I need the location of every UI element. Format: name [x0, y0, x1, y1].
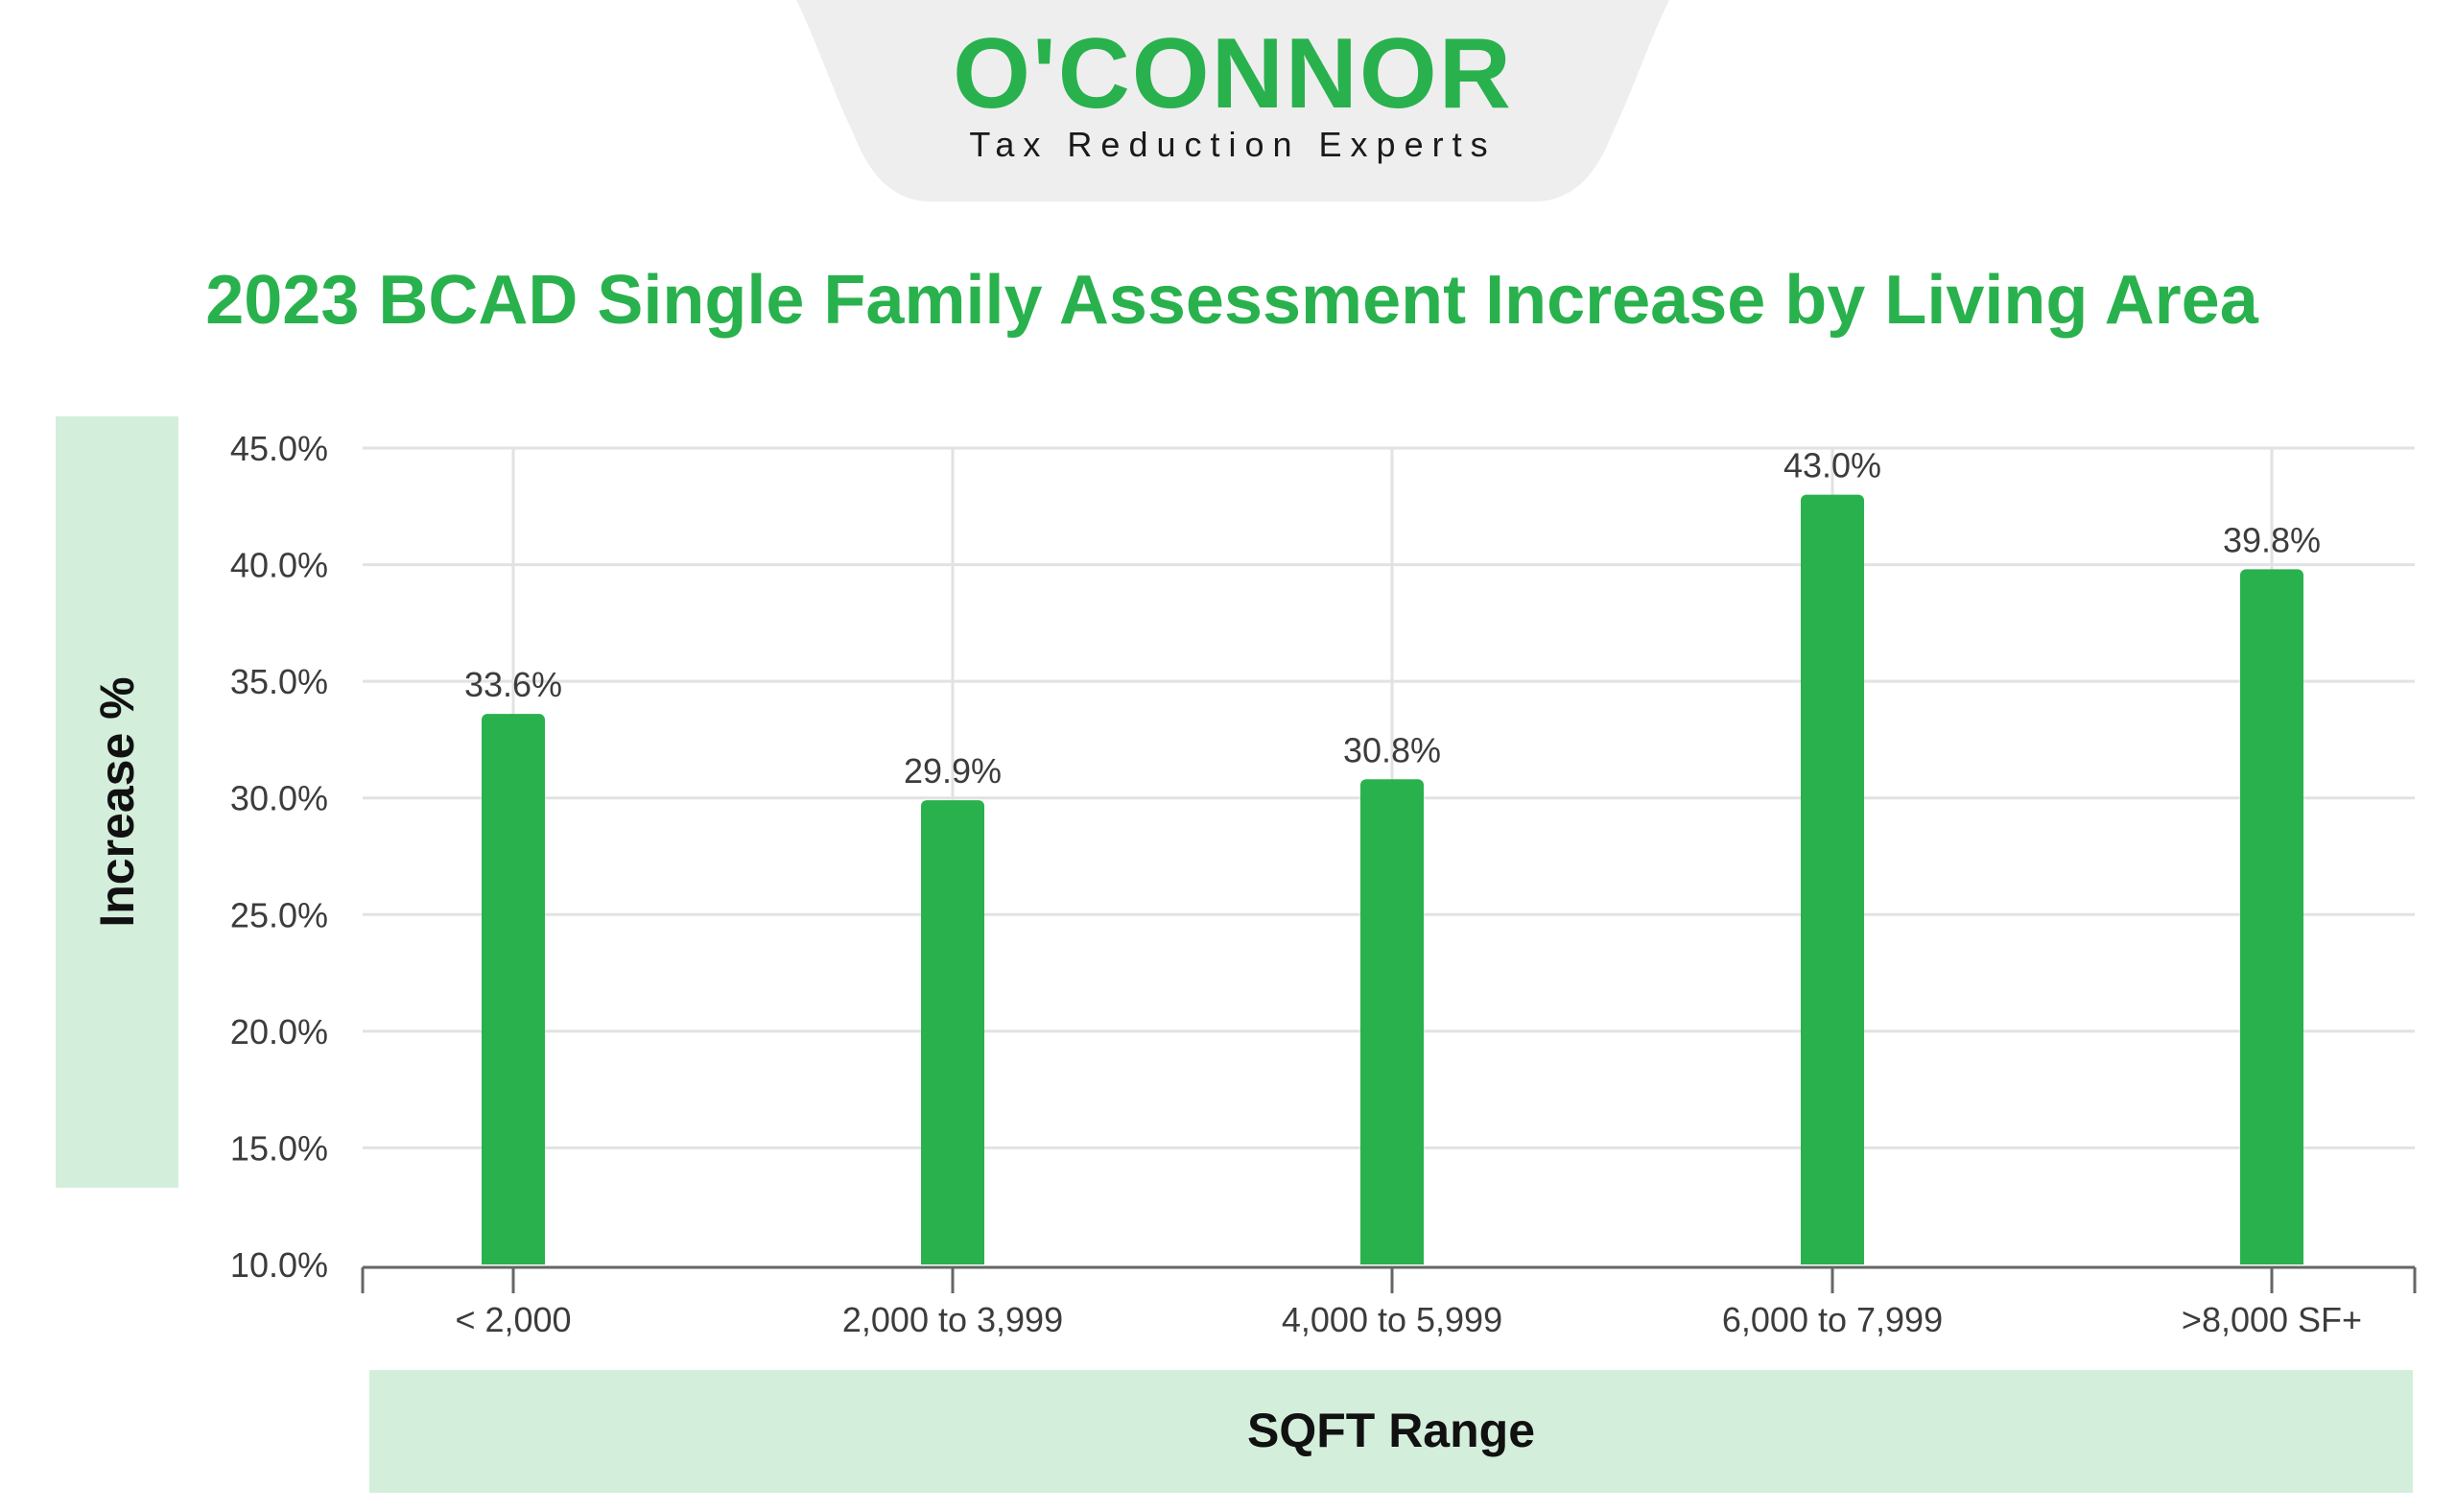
- y-axis-title: Increase %: [90, 676, 144, 927]
- bar: [2240, 569, 2303, 1264]
- x-axis-title: SQFT Range: [1247, 1404, 1535, 1457]
- bar-base: [1360, 1255, 1424, 1264]
- data-label: 33.6%: [464, 665, 562, 704]
- data-label: 43.0%: [1783, 446, 1881, 485]
- bar: [921, 800, 984, 1264]
- data-label: 39.8%: [2223, 520, 2321, 559]
- y-tick-label: 45.0%: [230, 429, 328, 468]
- x-tick-label: 6,000 to 7,999: [1722, 1300, 1943, 1339]
- y-tick-label: 15.0%: [230, 1128, 328, 1168]
- y-tick-label: 10.0%: [230, 1245, 328, 1285]
- data-label: 30.8%: [1343, 730, 1441, 769]
- y-tick-label: 20.0%: [230, 1012, 328, 1051]
- bar-base: [921, 1255, 984, 1264]
- y-tick-label: 35.0%: [230, 662, 328, 701]
- bars: [482, 494, 2303, 1264]
- bar: [1801, 494, 1864, 1264]
- bar-base: [482, 1255, 545, 1264]
- chart-title: 2023 BCAD Single Family Assessment Incre…: [205, 262, 2258, 339]
- logo: O'CONNOR Tax Reduction Experts: [796, 0, 1669, 201]
- bar-base: [1801, 1255, 1864, 1264]
- x-tick-label: 2,000 to 3,999: [842, 1300, 1063, 1339]
- data-labels: 33.6% 29.9% 30.8% 43.0% 39.8%: [464, 446, 2321, 791]
- logo-background: [796, 0, 1669, 201]
- x-tick-label: < 2,000: [455, 1300, 571, 1339]
- x-axis-title-band: [369, 1370, 2413, 1493]
- data-label: 29.9%: [904, 751, 1002, 791]
- y-axis-ticks: 10.0% 15.0% 20.0% 25.0% 30.0% 35.0% 40.0% 45.0%: [230, 429, 328, 1285]
- logo-tagline: Tax Reduction Experts: [969, 125, 1496, 164]
- y-tick-label: 30.0%: [230, 779, 328, 818]
- x-tick-label: >8,000 SF+: [2182, 1300, 2362, 1339]
- y-tick-label: 40.0%: [230, 546, 328, 585]
- x-tick-label: 4,000 to 5,999: [1282, 1300, 1502, 1339]
- y-tick-label: 25.0%: [230, 895, 328, 934]
- bar: [482, 714, 545, 1264]
- bar-base: [2240, 1255, 2303, 1264]
- logo-brand: O'CONNOR: [953, 18, 1513, 130]
- y-axis-title-band: [56, 416, 178, 1188]
- x-axis: < 2,000 2,000 to 3,999 4,000 to 5,999 6,000…: [361, 1265, 2417, 1339]
- bar: [1360, 779, 1424, 1264]
